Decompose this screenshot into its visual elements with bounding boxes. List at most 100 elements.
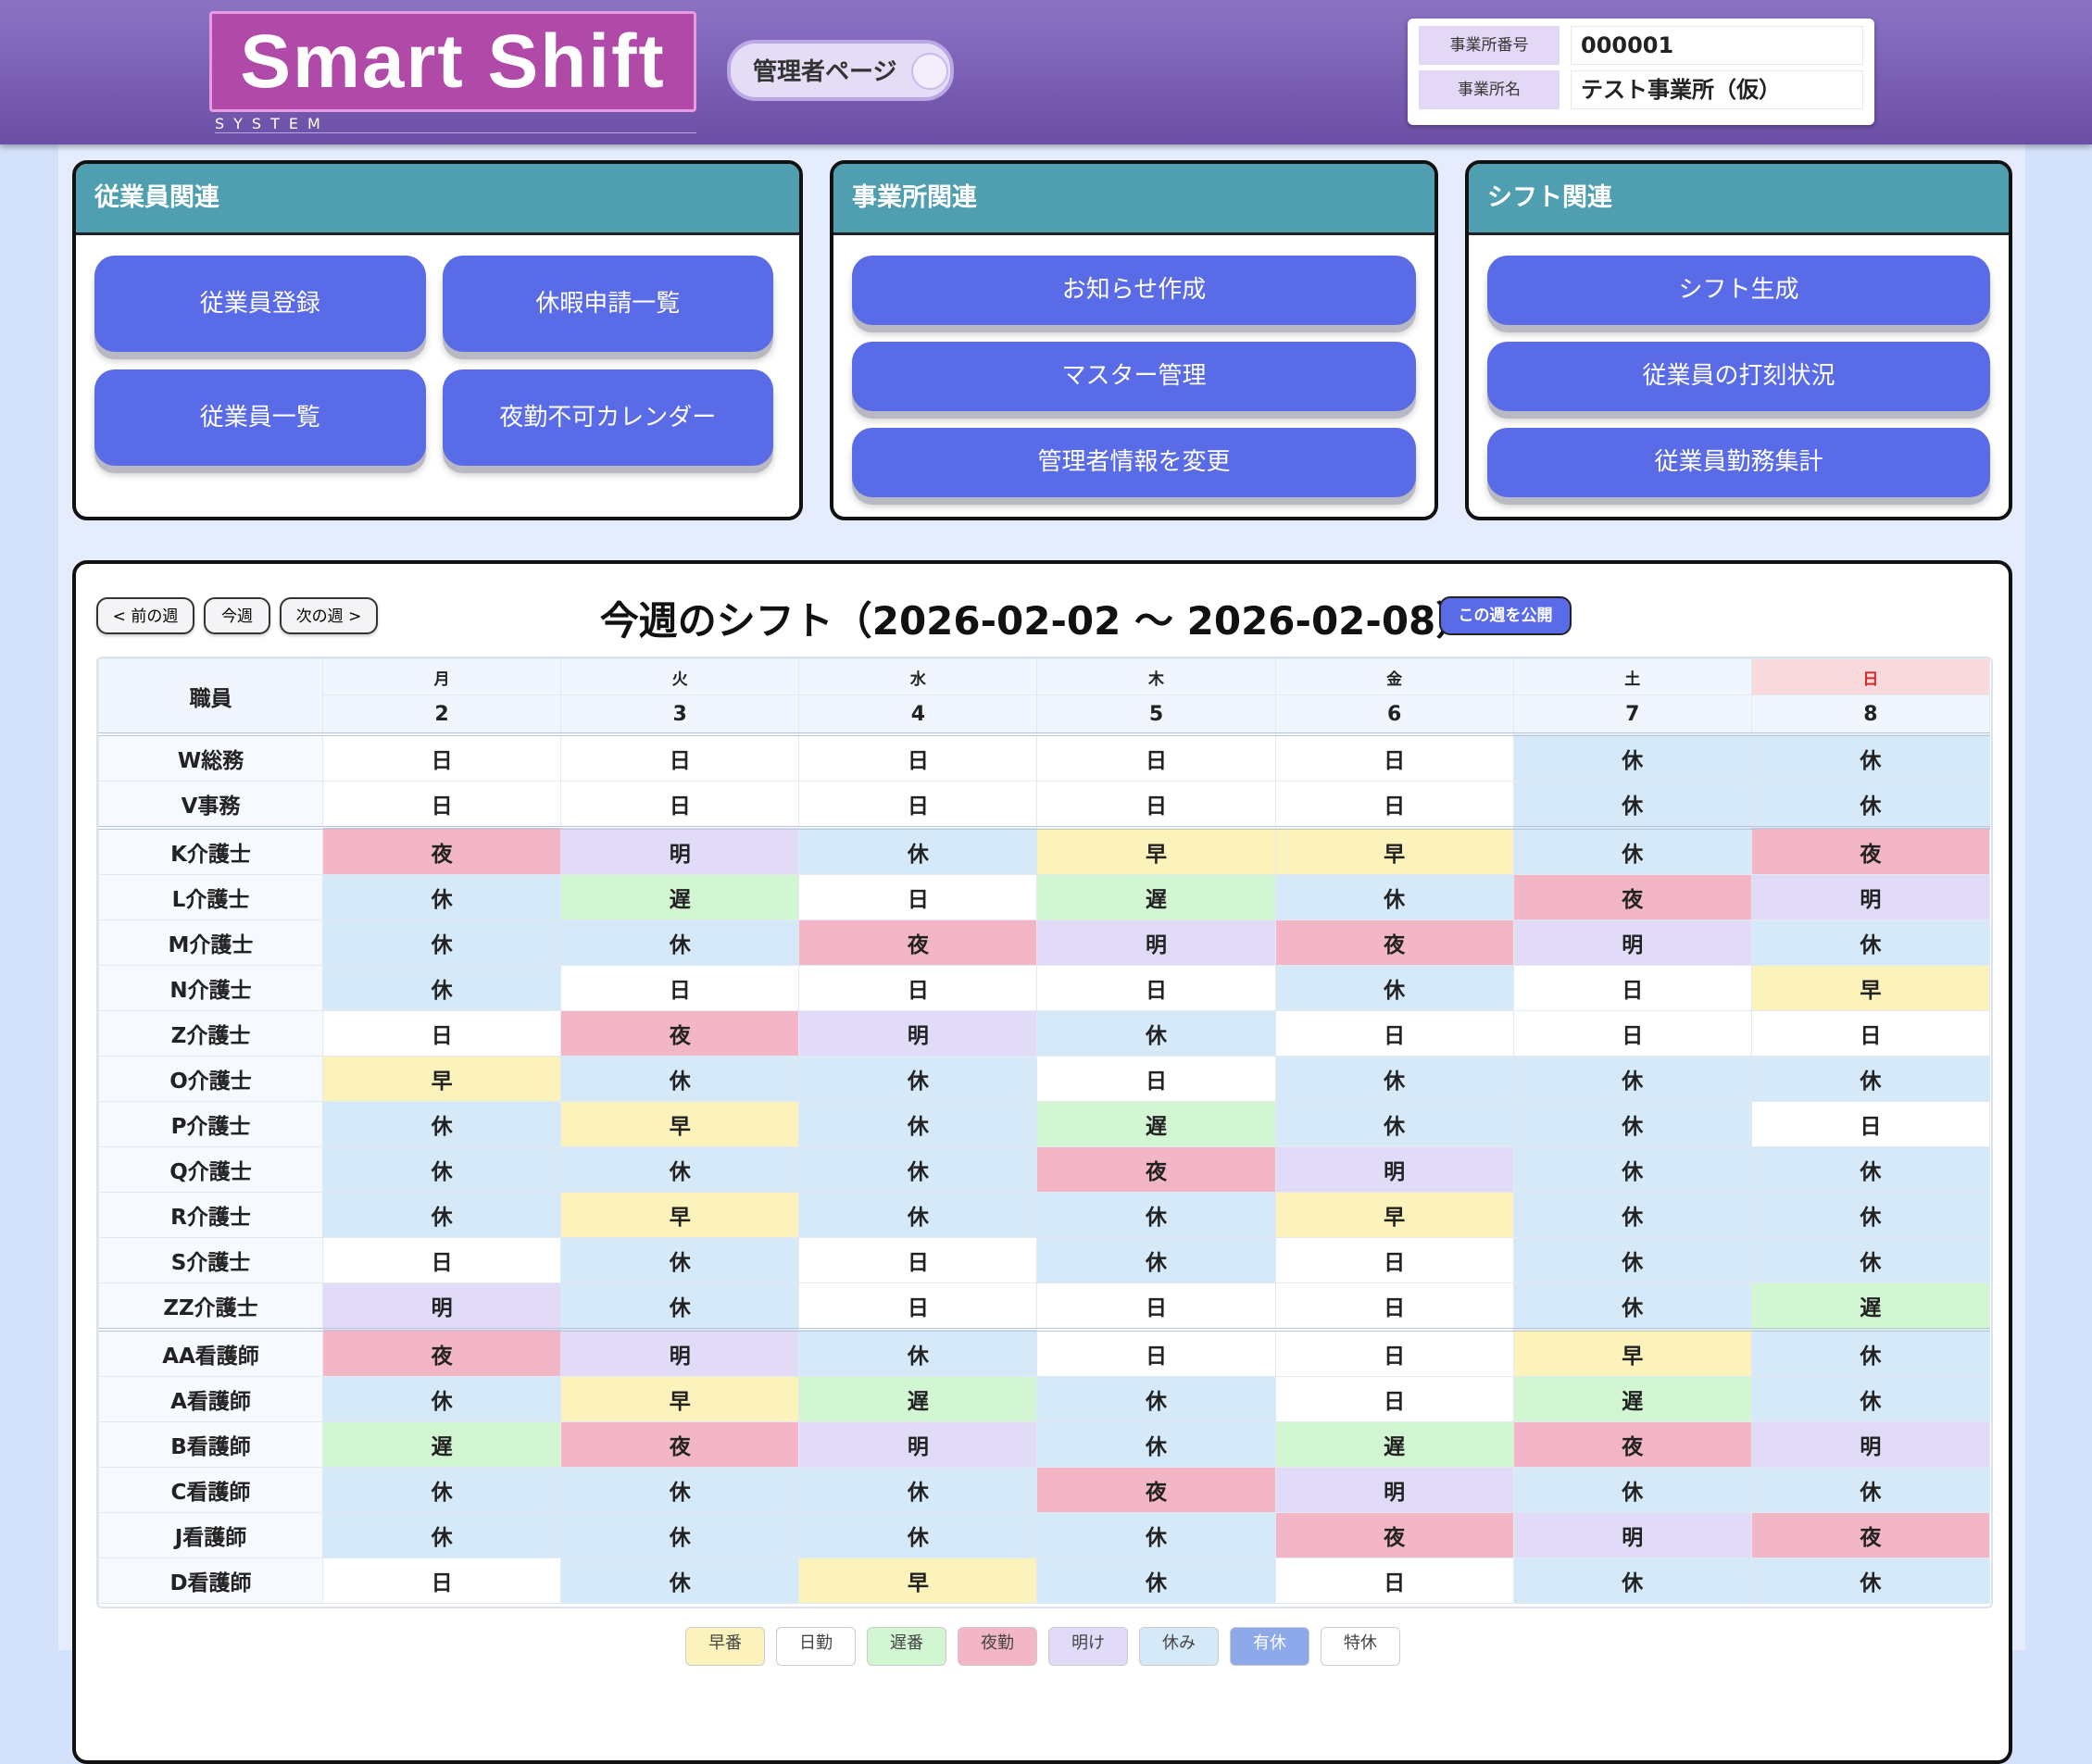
staff-row: Q介護士休休休夜明休休	[98, 1146, 1991, 1193]
office-row: 事業所番号 000001	[1419, 26, 1863, 67]
shift-cell: 休	[1750, 1056, 1991, 1102]
staff-row: P介護士休早休遅休休日	[98, 1101, 1991, 1147]
staff-name: R介護士	[98, 1192, 323, 1238]
shift-cell: 夜	[1036, 1467, 1276, 1513]
shift-table: 職員月火水木金土日 2 3 4 5 6 7 8 W総務日日日日日休休 V事務日日日日日休休 K介護士…	[98, 658, 1991, 1604]
shift-cell: 夜	[798, 920, 1038, 966]
prev-week-button[interactable]: < 前の週	[96, 597, 194, 634]
shift-cell: 明	[1274, 1467, 1514, 1513]
shift-cell: 日	[1036, 732, 1276, 782]
menu-button[interactable]: マスター管理	[852, 342, 1416, 411]
staff-row: B看護師遅夜明休遅夜明	[98, 1421, 1991, 1468]
staff-name: V事務	[98, 781, 323, 829]
shift-cell: 遅	[1750, 1282, 1991, 1331]
shift-cell: 日	[1036, 1328, 1276, 1377]
shift-cell: 早	[560, 1376, 800, 1422]
shift-cell: 早	[560, 1101, 800, 1147]
shift-cell: 休	[1274, 965, 1514, 1011]
shift-cell: 明	[798, 1010, 1038, 1057]
shift-cell: 休	[1750, 1328, 1991, 1377]
menu-button[interactable]: 従業員の打刻状況	[1487, 342, 1990, 411]
menu-panel: シフト関連シフト生成従業員の打刻状況 従業員勤務集計	[1465, 160, 2012, 520]
staff-row: D看護師日休早休日休休	[98, 1558, 1991, 1604]
shift-cell: 明	[1036, 920, 1276, 966]
staff-row: M介護士休休夜明夜明休	[98, 920, 1991, 966]
shift-cell: 休	[321, 1101, 562, 1147]
shift-cell: 休	[1274, 1101, 1514, 1147]
shift-cell: 休	[560, 1558, 800, 1604]
shift-cell: 休	[1750, 781, 1991, 829]
staff-row: J看護師休休休休夜明夜	[98, 1512, 1991, 1558]
shift-cell: 休	[321, 1146, 562, 1193]
staff-name: A看護師	[98, 1376, 323, 1422]
shift-cell: 休	[560, 1056, 800, 1102]
menu-button[interactable]: 従業員勤務集計	[1487, 428, 1990, 497]
shift-cell: 休	[1512, 1056, 1752, 1102]
weekday: 火	[560, 658, 800, 695]
shift-cell: 休	[1512, 1101, 1752, 1147]
shift-cell: 早	[321, 1056, 562, 1102]
weekday-row: 職員月火水木金土日	[98, 658, 1991, 735]
shift-cell: 明	[1750, 874, 1991, 920]
panel-title: シフト関連	[1469, 164, 2009, 235]
staff-name: W総務	[98, 732, 323, 782]
menu-button[interactable]: 休暇申請一覧	[442, 256, 773, 352]
staff-name: Z介護士	[98, 1010, 323, 1057]
shift-cell: 夜	[560, 1421, 800, 1468]
shift-cell: 明	[560, 1328, 800, 1377]
shift-cell: 休	[798, 1512, 1038, 1558]
shift-cell: 日	[1274, 1558, 1514, 1604]
shift-cell: 早	[1512, 1328, 1752, 1377]
shift-cell: 休	[798, 1467, 1038, 1513]
staff-row: S介護士日休日休日休休	[98, 1237, 1991, 1283]
legend-item: 遅番	[867, 1627, 946, 1666]
shift-cell: 日	[798, 732, 1038, 782]
shift-cell: 夜	[560, 1010, 800, 1057]
staff-row: ZZ介護士明休日日日休遅	[98, 1282, 1991, 1331]
shift-cell: 早	[1274, 826, 1514, 875]
staff-name: O介護士	[98, 1056, 323, 1102]
shift-cell: 早	[560, 1192, 800, 1238]
weekday: 月	[321, 658, 562, 695]
menu-button[interactable]: お知らせ作成	[852, 256, 1416, 325]
shift-cell: 遅	[798, 1376, 1038, 1422]
shift-cell: 日	[798, 874, 1038, 920]
this-week-button[interactable]: 今週	[204, 597, 270, 634]
staff-row: L介護士休遅日遅休夜明	[98, 874, 1991, 920]
staff-row: W総務日日日日日休休	[98, 732, 1991, 782]
staff-name: AA看護師	[98, 1328, 323, 1377]
admin-badge: 管理者ページ	[727, 40, 954, 101]
shift-cell: 明	[1512, 1512, 1752, 1558]
shift-cell: 日	[560, 732, 800, 782]
menu-button[interactable]: 従業員登録	[94, 256, 426, 352]
shift-cell: 夜	[1512, 1421, 1752, 1468]
legend-item: 早番	[685, 1627, 765, 1666]
shift-cell: 日	[321, 732, 562, 782]
shift-cell: 明	[1512, 920, 1752, 966]
next-week-button[interactable]: 次の週 >	[280, 597, 378, 634]
shift-cell: 日	[1274, 1237, 1514, 1283]
shift-cell: 日	[1274, 732, 1514, 782]
staff-row: O介護士早休休日休休休	[98, 1056, 1991, 1102]
shift-cell: 夜	[1750, 826, 1991, 875]
menu-button[interactable]: 管理者情報を変更	[852, 428, 1416, 497]
date: 2	[321, 694, 562, 735]
shift-cell: 休	[1512, 732, 1752, 782]
menu-button[interactable]: 従業員一覧	[94, 369, 426, 466]
shift-cell: 日	[798, 1237, 1038, 1283]
date: 7	[1512, 694, 1752, 735]
shift-cell: 休	[1750, 732, 1991, 782]
shift-cell: 休	[321, 965, 562, 1011]
shift-cell: 日	[321, 781, 562, 829]
shift-cell: 休	[1512, 781, 1752, 829]
menu-button[interactable]: シフト生成	[1487, 256, 1990, 325]
legend-item: 休み	[1139, 1627, 1219, 1666]
shift-cell: 休	[1512, 1146, 1752, 1193]
shift-cell: 休	[1036, 1421, 1276, 1468]
shift-cell: 夜	[1274, 1512, 1514, 1558]
staff-name: K介護士	[98, 826, 323, 875]
publish-button[interactable]: この週を公開	[1439, 596, 1572, 635]
menu-button[interactable]: 夜勤不可カレンダー	[442, 369, 773, 466]
shift-cell: 休	[321, 1467, 562, 1513]
